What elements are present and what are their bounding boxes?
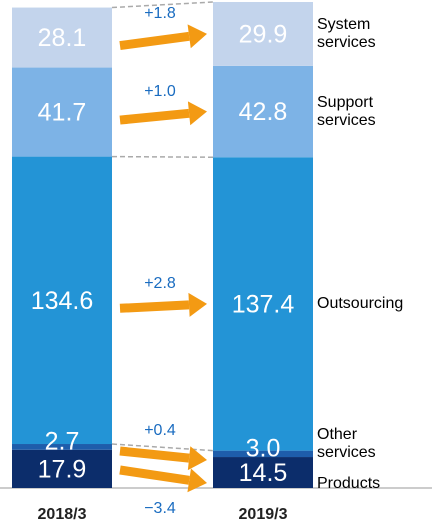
bar-segment — [12, 444, 112, 450]
connector — [111, 155, 214, 158]
value-label: 41.7 — [38, 99, 87, 127]
value-label: 17.9 — [38, 455, 87, 483]
x-tick-label: 2019/3 — [239, 506, 288, 523]
change-arrow-head — [187, 468, 207, 493]
value-label: 28.1 — [38, 24, 87, 52]
legend-label: Outsourcing — [317, 294, 404, 312]
value-label: 42.8 — [239, 98, 288, 126]
change-arrow-shaft — [119, 300, 190, 313]
legend-label: Products — [317, 475, 381, 492]
bar-segment — [12, 67, 112, 157]
legend-label: Support services — [317, 93, 376, 129]
x-tick-label: 2018/3 — [38, 506, 87, 523]
bar-segment — [12, 449, 112, 488]
legend-label: System services — [317, 15, 376, 51]
change-arrow-head — [188, 292, 207, 317]
value-label: 134.6 — [31, 287, 94, 315]
value-label: 29.9 — [239, 21, 288, 49]
change-arrow-shaft — [119, 446, 190, 463]
bar-segment — [213, 65, 313, 158]
change-arrow-head — [187, 101, 207, 126]
change-label: +0.4 — [144, 422, 176, 439]
change-arrow-shaft — [119, 108, 190, 125]
bar-segment — [12, 156, 112, 445]
connector — [111, 1, 214, 9]
change-label: +1.8 — [144, 5, 176, 22]
change-arrow-shaft — [119, 465, 190, 485]
value-label: 2.7 — [45, 428, 80, 456]
bar-segment — [213, 450, 313, 458]
value-label: 3.0 — [246, 434, 281, 462]
bar-segment — [213, 157, 313, 451]
value-label: 14.5 — [239, 459, 288, 487]
change-arrow-head — [187, 24, 207, 49]
change-label: −3.4 — [144, 500, 176, 517]
value-label: 137.4 — [232, 291, 295, 319]
legend-label: Other services — [317, 426, 376, 461]
change-arrow-head — [187, 446, 207, 471]
bar-segment — [213, 457, 313, 488]
bar-segment — [213, 2, 313, 66]
change-label: +2.8 — [144, 275, 176, 292]
change-arrow-shaft — [119, 31, 190, 51]
bar-segment — [12, 7, 112, 68]
connector — [111, 443, 214, 452]
change-label: +1.0 — [144, 83, 176, 100]
